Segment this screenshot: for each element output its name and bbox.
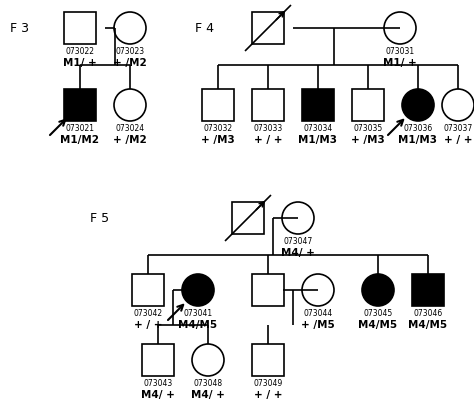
Text: 073033: 073033: [254, 124, 283, 133]
Bar: [252, 274, 284, 306]
Text: 073037: 073037: [443, 124, 473, 133]
Text: M1/ +: M1/ +: [63, 58, 97, 68]
Text: 073045: 073045: [364, 309, 392, 318]
Circle shape: [302, 274, 334, 306]
Text: + /M2: + /M2: [113, 58, 147, 68]
Text: 073042: 073042: [134, 309, 163, 318]
Text: + /M2: + /M2: [113, 135, 147, 145]
Text: + /M5: + /M5: [301, 320, 335, 330]
Text: M4/M5: M4/M5: [409, 320, 447, 330]
Text: F 3: F 3: [10, 22, 29, 35]
Bar: [64, 12, 96, 44]
Bar: [232, 202, 264, 234]
Circle shape: [192, 344, 224, 376]
Text: M1/ +: M1/ +: [383, 58, 417, 68]
Text: 073043: 073043: [143, 379, 173, 388]
Text: M1/M3: M1/M3: [299, 135, 337, 145]
Circle shape: [282, 202, 314, 234]
Text: 073022: 073022: [65, 47, 94, 56]
Text: + / +: + / +: [134, 320, 162, 330]
Circle shape: [442, 89, 474, 121]
Text: M1/M2: M1/M2: [61, 135, 100, 145]
Text: + /M3: + /M3: [201, 135, 235, 145]
Bar: [352, 89, 384, 121]
Text: 073034: 073034: [303, 124, 333, 133]
Circle shape: [362, 274, 394, 306]
Text: M4/ +: M4/ +: [191, 390, 225, 400]
Text: + / +: + / +: [254, 390, 282, 400]
Circle shape: [114, 12, 146, 44]
Text: 073035: 073035: [354, 124, 383, 133]
Bar: [202, 89, 234, 121]
Text: 073046: 073046: [413, 309, 443, 318]
Circle shape: [114, 89, 146, 121]
Text: 073036: 073036: [403, 124, 433, 133]
Text: M4/ +: M4/ +: [281, 248, 315, 258]
Text: 073023: 073023: [116, 47, 145, 56]
Bar: [64, 89, 96, 121]
Text: + / +: + / +: [444, 135, 472, 145]
Text: M4/M5: M4/M5: [358, 320, 398, 330]
Circle shape: [384, 12, 416, 44]
Circle shape: [182, 274, 214, 306]
Bar: [142, 344, 174, 376]
Text: M1/M3: M1/M3: [399, 135, 438, 145]
Text: M4/ +: M4/ +: [141, 390, 175, 400]
Text: 073049: 073049: [254, 379, 283, 388]
Circle shape: [402, 89, 434, 121]
Bar: [412, 274, 444, 306]
Bar: [132, 274, 164, 306]
Text: 073047: 073047: [283, 237, 313, 246]
Bar: [302, 89, 334, 121]
Text: 073041: 073041: [183, 309, 212, 318]
Bar: [252, 89, 284, 121]
Text: + /M3: + /M3: [351, 135, 385, 145]
Bar: [252, 344, 284, 376]
Text: 073032: 073032: [203, 124, 233, 133]
Text: 073024: 073024: [116, 124, 145, 133]
Text: 073021: 073021: [65, 124, 94, 133]
Text: 073031: 073031: [385, 47, 415, 56]
Text: M4/M5: M4/M5: [178, 320, 218, 330]
Text: + / +: + / +: [254, 135, 282, 145]
Text: F 4: F 4: [195, 22, 214, 35]
Text: 073044: 073044: [303, 309, 333, 318]
Text: F 5: F 5: [90, 212, 109, 225]
Text: 073048: 073048: [193, 379, 223, 388]
Bar: [252, 12, 284, 44]
